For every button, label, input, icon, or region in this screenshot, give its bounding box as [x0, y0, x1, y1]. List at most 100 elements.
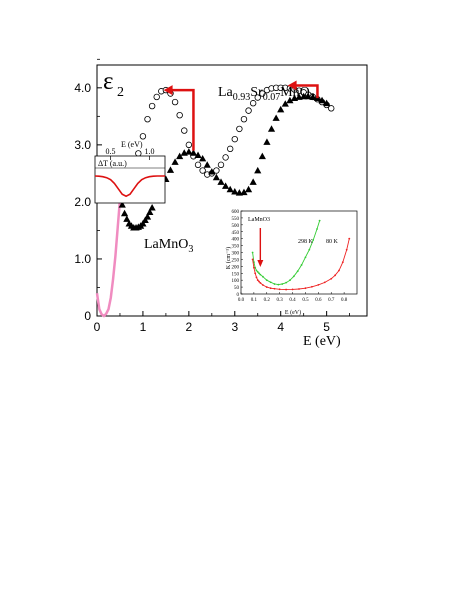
red-arrow-line	[293, 84, 319, 99]
triangle-point	[258, 152, 266, 160]
triangle-point	[217, 178, 225, 185]
triangle-point	[254, 166, 262, 174]
triangle-point	[176, 152, 184, 160]
lmo-label: LaMnO3	[144, 237, 193, 255]
red-arrow-head	[163, 85, 173, 96]
inset1-bg	[94, 155, 166, 204]
inset2-red-arrow	[257, 228, 264, 267]
y-tick-label: 2.0	[74, 195, 91, 209]
open-circle-point	[328, 105, 335, 112]
open-circle-point	[249, 100, 257, 107]
inset2-y-tick-label: 250	[232, 258, 240, 263]
open-circle-point	[236, 125, 243, 133]
triangle-point	[146, 208, 154, 216]
inset1-ylabel: ΔT (a.u.)	[98, 159, 127, 168]
inset2-y-tick-label: 350	[232, 245, 240, 250]
inset2-line	[252, 238, 350, 291]
triangle-point	[208, 168, 216, 175]
inset2-series	[251, 219, 351, 291]
x-tick-label: 3	[231, 320, 238, 334]
inset2-y-tick-label: 600	[232, 210, 240, 215]
triangle-point	[318, 96, 326, 104]
main-ticks: 0 1.0 2.0 3.0 4.0 0 1 2 3 4 5	[74, 58, 351, 334]
y-axis-label-sub: 2	[117, 85, 124, 100]
inset2-y-tick-label: 150	[232, 272, 240, 277]
x-tick-label: 5	[323, 320, 330, 334]
y-tick-label: 3.0	[74, 138, 91, 152]
inset-delta-t: 0.5 1.0 E (eV) ΔT (a.u.)	[94, 140, 166, 204]
red-arrow-line	[169, 88, 195, 151]
inset2-arrow-head	[257, 260, 264, 267]
open-circle-point	[139, 133, 147, 140]
open-circle-point	[231, 135, 238, 143]
triangle-point	[221, 182, 230, 189]
inset2-y-tick-label: 400	[232, 238, 240, 243]
triangle-point	[143, 213, 152, 220]
open-circle-point	[245, 107, 252, 114]
y-tick-label: 0	[84, 309, 91, 323]
triangle-point	[118, 201, 126, 208]
inset2-y-tick-label: 450	[232, 231, 240, 236]
triangle-point	[281, 100, 289, 107]
open-circle-point	[194, 161, 202, 169]
triangle-point	[199, 154, 207, 162]
triangle-point	[189, 149, 198, 156]
x-tick-label: 2	[186, 320, 193, 334]
triangle-point	[123, 215, 131, 222]
inset2-x-tick-label: 0.3	[277, 298, 284, 303]
triangle-point	[166, 166, 175, 173]
inset2-y-tick-label: 100	[232, 279, 240, 284]
inset2-y-tick-label: 500	[232, 224, 240, 229]
open-circle-point	[144, 115, 151, 123]
triangle-point	[212, 173, 221, 181]
inset1-x-tick-label: 1.0	[144, 147, 154, 156]
inset2-x-tick-label: 0.7	[328, 298, 335, 303]
inset2-x-tick-label: 0.1	[251, 298, 258, 303]
inset2-ylabel: K (cm⁻¹)	[225, 247, 232, 269]
inset2-x-tick-label: 0.4	[289, 298, 296, 303]
lsmo-sub-2: 0.07	[263, 92, 281, 103]
inset2-x-tick-label: 0.0	[238, 298, 245, 303]
inset2-xlabel: E (eV)	[285, 309, 301, 316]
triangle-point	[277, 105, 285, 113]
open-circle-point	[240, 115, 248, 123]
inset2-x-tick-label: 0.6	[315, 298, 322, 303]
lmo-part-main: LaMnO	[144, 237, 188, 252]
y-tick-label: 4.0	[74, 81, 91, 95]
pink-line-series	[95, 198, 122, 318]
triangle-point	[185, 148, 193, 155]
main-arrows	[163, 80, 319, 151]
triangle-point	[231, 188, 239, 195]
inset1-xlabel: E (eV)	[121, 140, 143, 149]
open-circle-point	[171, 98, 179, 106]
red-arrow-head	[287, 80, 297, 91]
inset2-x-tick-label: 0.8	[341, 298, 348, 303]
inset2-y-tick-label: 0	[237, 293, 240, 298]
lsmo-label: La0.93Sr0.07MnO3	[218, 85, 315, 103]
open-circle-point	[222, 154, 229, 161]
open-circle-point	[259, 90, 266, 97]
inset2-label-298k: 298 K	[298, 239, 314, 245]
x-tick-label: 0	[94, 320, 101, 334]
open-circle-point	[135, 150, 142, 157]
open-circle-point	[185, 141, 193, 149]
x-tick-label: 1	[140, 320, 147, 334]
triangle-point	[203, 161, 211, 168]
open-circle-point	[217, 161, 225, 169]
triangle-point	[304, 92, 312, 100]
triangle-point	[148, 204, 156, 211]
inset2-x-tick-label: 0.5	[302, 298, 309, 303]
triangle-point	[120, 209, 129, 217]
triangle-point	[226, 185, 234, 193]
lsmo-part-la: La	[218, 85, 234, 100]
open-circle-point	[254, 94, 261, 101]
y-axis-label: ε	[103, 68, 114, 95]
triangle-point	[194, 151, 202, 159]
triangle-point	[267, 125, 276, 132]
y-tick-label: 1.0	[74, 252, 91, 266]
open-circle-point	[148, 102, 156, 110]
triangle-point	[263, 138, 271, 145]
